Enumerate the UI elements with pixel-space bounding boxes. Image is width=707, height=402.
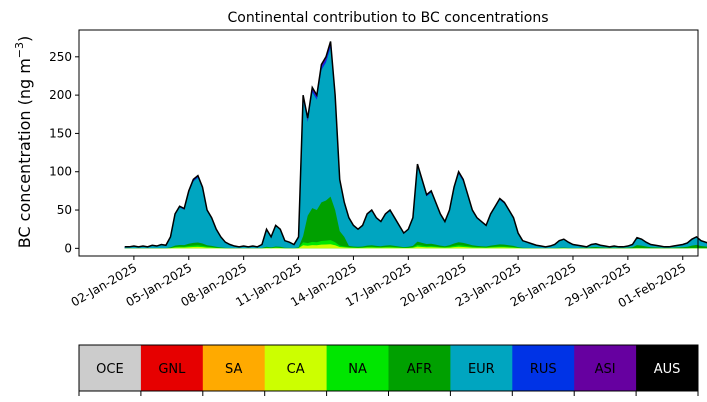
area-ca [124, 244, 707, 249]
y-axis-label-suffix: ) [15, 36, 34, 42]
legend-swatch-aus [636, 345, 699, 391]
legend-label-asi: ASI [595, 362, 616, 377]
legend-swatch-na [326, 345, 389, 391]
y-axis-label-main: BC concentration (ng m [15, 58, 34, 248]
legend-swatch-oce [79, 345, 142, 391]
total-line [124, 41, 707, 248]
legend-swatch-eur [450, 345, 513, 391]
chart-title: Continental contribution to BC concentra… [227, 10, 548, 26]
legend-label-oce: OCE [96, 362, 124, 377]
y-tick-label: 0 [64, 241, 72, 255]
legend-label-sa: SA [225, 362, 242, 377]
plot-area [124, 41, 707, 249]
area-eur [124, 47, 707, 249]
legend-label-rus: RUS [530, 362, 557, 377]
y-tick-label: 150 [49, 126, 72, 140]
area-na [124, 240, 707, 249]
legend-label-afr: AFR [407, 362, 432, 377]
legend-label-aus: AUS [654, 362, 681, 377]
y-axis-label: BC concentration (ng m−3) [13, 36, 34, 249]
legend: OCE GNL SA CA NA AFR EUR RUS ASI AUS [78, 344, 699, 396]
legend-label-gnl: GNL [158, 362, 186, 377]
legend-swatch-ca [264, 345, 328, 391]
legend-swatch-sa [202, 345, 266, 391]
legend-swatch-afr [388, 345, 451, 391]
y-tick-label: 50 [57, 203, 72, 217]
legend-swatch-asi [574, 345, 637, 391]
axes: 05010015020025002-Jan-202505-Jan-202508-… [49, 29, 699, 310]
y-tick-label: 100 [49, 165, 72, 179]
y-tick-label: 250 [49, 50, 72, 64]
legend-swatch-rus [512, 345, 575, 391]
plot-frame [78, 29, 699, 257]
y-axis-label-superscript: −3 [13, 42, 26, 58]
legend-swatch-gnl [140, 345, 204, 391]
legend-label-eur: EUR [468, 362, 495, 377]
legend-label-na: NA [348, 362, 367, 377]
y-tick-label: 200 [49, 88, 72, 102]
legend-label-ca: CA [287, 362, 305, 377]
